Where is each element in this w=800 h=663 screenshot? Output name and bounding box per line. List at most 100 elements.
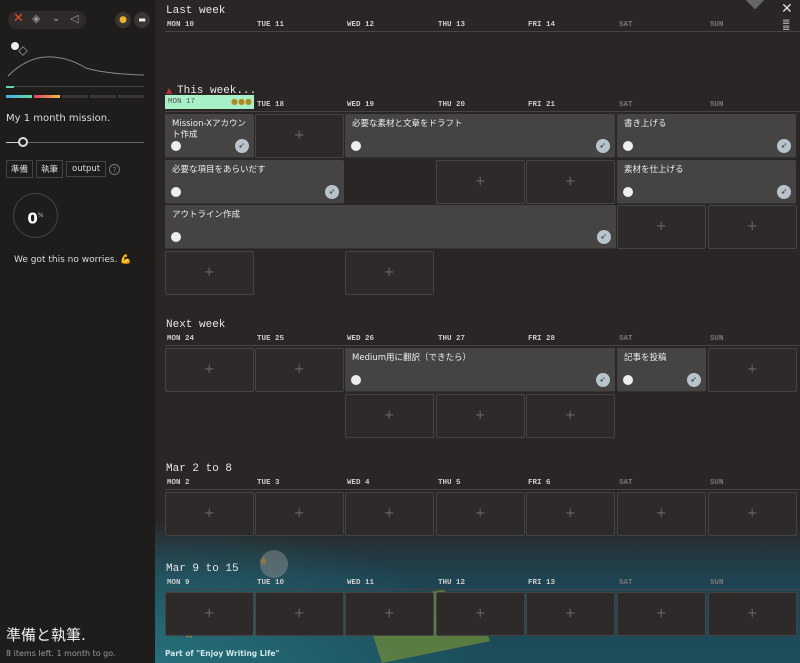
rocket-icon[interactable]: ➶ [325, 184, 339, 199]
add-task-slot[interactable]: + [436, 492, 525, 536]
progress-value: 0 [27, 209, 38, 228]
task-card[interactable]: 必要な項目をあらいだす ➶ [165, 159, 344, 204]
rocket-icon[interactable]: ➶ [686, 373, 701, 387]
day-header: FRI 6 [528, 479, 551, 487]
week-title: Next week [166, 319, 226, 331]
add-task-slot[interactable]: + [165, 348, 254, 392]
chevron-down-icon[interactable]: ⌄ [52, 13, 61, 24]
add-task-slot[interactable]: + [708, 348, 797, 392]
plus-icon: + [203, 264, 215, 280]
add-task-slot[interactable]: + [255, 592, 344, 636]
add-task-slot[interactable]: + [526, 393, 615, 438]
task-title: Medium用に翻訳（できたら） [352, 353, 471, 363]
day-header: FRI 14 [528, 21, 556, 29]
add-task-slot[interactable]: + [345, 393, 434, 438]
add-task-slot[interactable]: + [255, 492, 344, 536]
plus-icon: + [474, 173, 486, 189]
filter-icon[interactable]: ≡ ≡ [782, 17, 791, 34]
plus-icon: + [203, 362, 215, 377]
rocket-icon[interactable]: ➶ [595, 373, 610, 387]
add-task-slot[interactable]: + [708, 492, 797, 536]
add-task-slot[interactable]: + [255, 348, 344, 392]
star-icon: ★ [258, 554, 269, 568]
day-header: SAT [619, 335, 633, 343]
task-card[interactable]: アウトライン作成 ➶ [165, 205, 616, 249]
rocket-icon[interactable]: ➶ [595, 139, 610, 153]
add-task-slot[interactable]: + [165, 492, 254, 536]
task-card[interactable]: 書き上げる ➶ [617, 114, 796, 158]
close-icon[interactable]: ✕ [781, 1, 793, 17]
day-header: SUN [710, 335, 724, 343]
mission-slider[interactable] [6, 137, 144, 147]
task-card[interactable]: 必要な素材と文章をドラフト ➶ [345, 114, 615, 158]
day-header: SAT [619, 579, 633, 587]
slider-fill [6, 142, 18, 143]
add-task-slot[interactable]: + [526, 592, 615, 636]
divider [165, 111, 800, 112]
add-task-slot[interactable]: + [165, 592, 254, 636]
day-header: THU 12 [438, 579, 466, 587]
add-task-slot[interactable]: + [436, 393, 525, 438]
add-task-slot[interactable]: + [526, 492, 615, 536]
rocket-icon[interactable]: ➶ [777, 139, 791, 153]
tag-writing[interactable]: 執筆 [36, 160, 64, 178]
plus-icon: + [293, 606, 305, 621]
add-task-slot[interactable]: + [255, 114, 344, 158]
medal-icon[interactable]: ● [115, 12, 131, 28]
day-header: THU 20 [438, 101, 466, 109]
encourage-text: We got this no worries. 💪 [14, 255, 132, 265]
today-badge: MON 17 ●●● [165, 95, 254, 109]
plus-icon: + [383, 407, 395, 423]
add-task-slot[interactable]: + [617, 592, 706, 636]
tag-output[interactable]: output [66, 161, 107, 177]
plus-icon: + [383, 506, 395, 521]
plus-icon: + [746, 606, 758, 621]
send-icon[interactable]: ◁ [70, 12, 79, 25]
rocket-icon[interactable]: ➶ [596, 230, 611, 244]
project-title: 準備と執筆. [6, 626, 86, 644]
plus-icon: + [293, 506, 305, 521]
day-header: THU 13 [438, 21, 466, 29]
slider-handle[interactable] [18, 137, 28, 147]
tag-prep[interactable]: 準備 [6, 160, 34, 178]
day-header: MON 24 [167, 335, 195, 343]
add-task-slot[interactable]: + [345, 592, 434, 636]
add-task-slot[interactable]: + [708, 592, 797, 636]
plus-icon: + [655, 506, 667, 521]
footer-link[interactable]: Part of "Enjoy Writing Life" [165, 649, 280, 658]
add-task-slot[interactable]: + [617, 492, 706, 536]
day-header: WED 11 [347, 579, 375, 587]
pin-icon: ▲ [166, 86, 173, 95]
day-header: MON 2 [167, 479, 190, 487]
day-header: TUE 11 [257, 21, 285, 29]
avatar-icon [623, 186, 633, 197]
rocket-icon[interactable]: ➶ [777, 184, 791, 199]
timeline-track [6, 86, 144, 88]
task-card[interactable]: Medium用に翻訳（できたら） ➶ [345, 348, 615, 392]
add-task-slot[interactable]: + [436, 159, 525, 204]
task-title: 必要な項目をあらいだす [172, 164, 266, 175]
task-card[interactable]: 素材を仕上げる ➶ [617, 159, 796, 204]
task-card[interactable]: 記事を投稿 ➶ [617, 348, 706, 392]
chat-icon[interactable]: ▬ [134, 12, 150, 28]
add-task-slot[interactable]: + [526, 159, 615, 204]
layers-icon[interactable]: ◈ [32, 12, 41, 25]
add-task-slot[interactable]: + [436, 592, 525, 636]
add-task-slot[interactable]: + [345, 250, 434, 295]
rocket-icon[interactable]: ➶ [234, 139, 249, 153]
add-task-slot[interactable]: + [617, 205, 706, 249]
add-task-slot[interactable]: + [165, 250, 254, 295]
avatar-icon [351, 375, 361, 385]
day-header: THU 27 [438, 335, 466, 343]
add-task-slot[interactable]: + [345, 492, 434, 536]
close-icon[interactable]: ✕ [13, 11, 24, 26]
help-icon[interactable]: ? [109, 163, 121, 175]
progress-ring: 0% [13, 193, 58, 238]
week-title: Last week [166, 5, 226, 17]
day-header: WED 12 [347, 21, 375, 29]
week-title: This week... [177, 85, 257, 97]
plus-icon: + [203, 606, 215, 621]
task-card[interactable]: Mission-Xアカウント作成 ➶ [165, 114, 254, 158]
avatar-icon [623, 375, 633, 385]
add-task-slot[interactable]: + [708, 205, 797, 249]
